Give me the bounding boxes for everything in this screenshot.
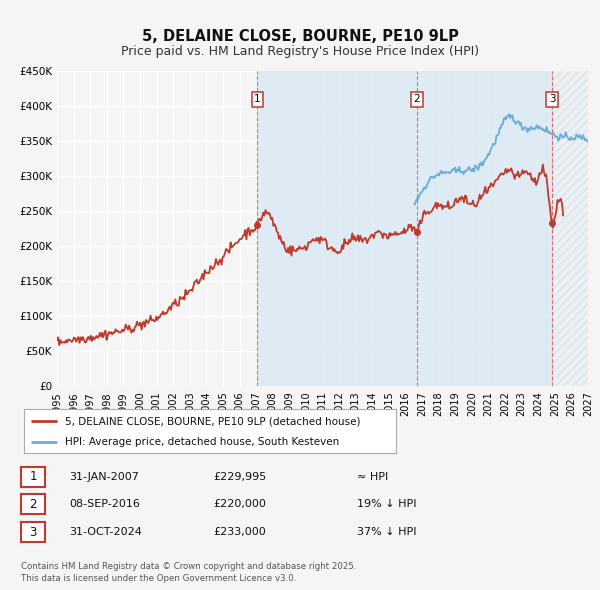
Text: 1: 1 [254, 94, 261, 104]
Text: 08-SEP-2016: 08-SEP-2016 [69, 500, 140, 509]
Text: 31-JAN-2007: 31-JAN-2007 [69, 472, 139, 481]
Text: Contains HM Land Registry data © Crown copyright and database right 2025.
This d: Contains HM Land Registry data © Crown c… [21, 562, 356, 583]
Bar [552, 71, 588, 386]
Text: £233,000: £233,000 [213, 527, 266, 537]
Text: 3: 3 [29, 526, 37, 539]
Text: £229,995: £229,995 [213, 472, 266, 481]
Text: 37% ↓ HPI: 37% ↓ HPI [357, 527, 416, 537]
Bar [257, 71, 552, 386]
Text: 3: 3 [548, 94, 556, 104]
Text: 19% ↓ HPI: 19% ↓ HPI [357, 500, 416, 509]
Bar [552, 71, 588, 386]
Text: 31-OCT-2024: 31-OCT-2024 [69, 527, 142, 537]
Text: ≈ HPI: ≈ HPI [357, 472, 388, 481]
Text: £220,000: £220,000 [213, 500, 266, 509]
Text: Price paid vs. HM Land Registry's House Price Index (HPI): Price paid vs. HM Land Registry's House … [121, 45, 479, 58]
Text: 1: 1 [29, 470, 37, 483]
Text: 5, DELAINE CLOSE, BOURNE, PE10 9LP: 5, DELAINE CLOSE, BOURNE, PE10 9LP [142, 29, 458, 44]
Text: 5, DELAINE CLOSE, BOURNE, PE10 9LP (detached house): 5, DELAINE CLOSE, BOURNE, PE10 9LP (deta… [65, 417, 361, 426]
Text: 2: 2 [29, 498, 37, 511]
Text: HPI: Average price, detached house, South Kesteven: HPI: Average price, detached house, Sout… [65, 437, 339, 447]
Text: 2: 2 [413, 94, 420, 104]
